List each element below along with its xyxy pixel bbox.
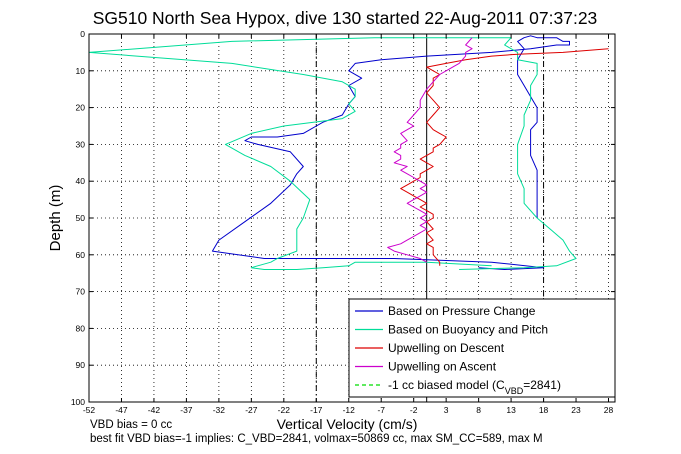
series-line: [211, 35, 570, 270]
x-tick-label: 8: [476, 405, 481, 415]
legend-label: Upwelling on Ascent: [388, 360, 497, 374]
legend-label: Based on Buoyancy and Pitch: [388, 323, 548, 337]
y-tick-label: 50: [76, 213, 86, 223]
legend: Based on Pressure Change Based on Buoyanc…: [348, 298, 616, 398]
best-fit-note: best fit VBD bias=-1 implies: C_VBD=2841…: [90, 433, 543, 445]
series-line: [88, 37, 577, 270]
x-tick-label: 23: [571, 405, 581, 415]
x-tick-label: -42: [148, 405, 161, 415]
y-tick-label: 0: [80, 29, 85, 39]
x-tick-label: -22: [278, 405, 291, 415]
x-tick-label: -37: [180, 405, 193, 415]
x-axis-label: Vertical Velocity (cm/s): [277, 416, 418, 432]
legend-label: Based on Pressure Change: [388, 304, 536, 318]
y-tick-label: 10: [76, 66, 86, 76]
y-tick-label: 30: [76, 139, 86, 149]
x-tick-label: 13: [506, 405, 516, 415]
y-tick-label: 20: [76, 103, 86, 113]
y-tick-label: 40: [76, 176, 86, 186]
x-tick-label: -2: [410, 405, 418, 415]
x-tick-label: -12: [343, 405, 356, 415]
x-tick-label: -32: [213, 405, 226, 415]
x-tick-label: -52: [83, 405, 96, 415]
x-tick-label: -7: [377, 405, 385, 415]
y-tick-label: 60: [76, 250, 86, 260]
y-tick-label: 90: [76, 360, 86, 370]
x-tick-label: 28: [604, 405, 614, 415]
x-tick-label: 3: [444, 405, 449, 415]
x-tick-label: 18: [539, 405, 549, 415]
chart-title: SG510 North Sea Hypox, dive 130 started …: [93, 8, 598, 28]
y-tick-label: 80: [76, 323, 86, 333]
x-tick-label: -27: [245, 405, 258, 415]
vbd-bias-note: VBD bias = 0 cc: [90, 419, 173, 431]
series-line: [387, 37, 473, 263]
legend-box: [348, 298, 616, 398]
y-tick-label: 70: [76, 287, 86, 297]
legend-label: Upwelling on Descent: [388, 341, 505, 355]
x-tick-label: -47: [115, 405, 128, 415]
x-tick-label: -17: [310, 405, 323, 415]
y-tick-label: 100: [71, 397, 85, 407]
y-axis-label: Depth (m): [47, 185, 64, 252]
